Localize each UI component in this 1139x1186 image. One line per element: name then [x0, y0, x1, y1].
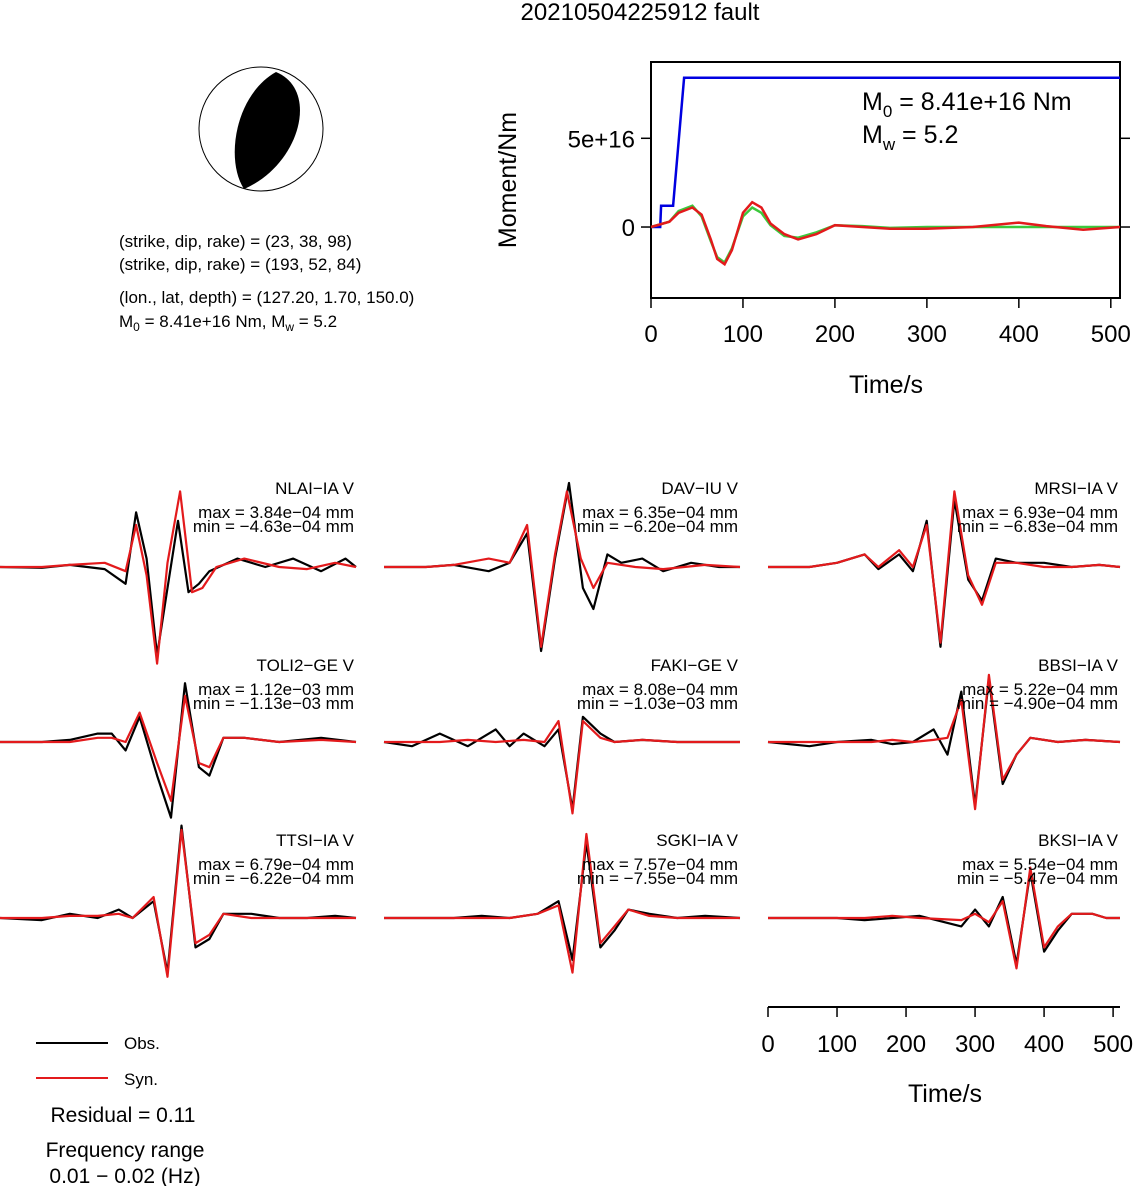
- moment-x-tick-label: 500: [1091, 321, 1131, 348]
- moment-x-tick-label: 200: [815, 321, 855, 348]
- waveform-x-tick-label: 500: [1093, 1031, 1133, 1058]
- moment-x-tick-label: 100: [723, 321, 763, 348]
- focal-info: (strike, dip, rake) = (23, 38, 98) (stri…: [119, 232, 414, 334]
- waveform-x-tick-label: 200: [886, 1031, 926, 1058]
- station-min: min = −7.55e−04 mm: [577, 869, 738, 888]
- station-max: max = 5.54e−04 mm: [962, 855, 1118, 874]
- station-max: max = 6.93e−04 mm: [962, 503, 1118, 522]
- focal-line-2: (strike, dip, rake) = (193, 52, 84): [119, 255, 361, 274]
- beachball-compressional-quadrant: [234, 72, 300, 189]
- waveform-x-axis-label: Time/s: [908, 1080, 982, 1108]
- legend-obs-label: Obs.: [124, 1034, 160, 1053]
- waveform-x-tick-label: 100: [817, 1031, 857, 1058]
- waveform-x-ticks: 0 100 200 300 400 500: [761, 1007, 1133, 1058]
- moment-x-tick-label: 0: [644, 321, 657, 348]
- station-min: min = −5.47e−04 mm: [957, 869, 1118, 888]
- moment-y-tick-label: 5e+16: [568, 126, 635, 153]
- moment-chart: 0 100 200 300 400 500 0 5e+16 Time/s Moment/Nm…: [494, 61, 1131, 399]
- station-min: min = −4.90e−04 mm: [957, 694, 1118, 713]
- waveform-x-tick-label: 400: [1024, 1031, 1064, 1058]
- station-max: max = 5.22e−04 mm: [962, 680, 1118, 699]
- focal-line-1: (strike, dip, rake) = (23, 38, 98): [119, 232, 352, 251]
- station-min: min = −6.22e−04 mm: [193, 869, 354, 888]
- moment-chart-frame: [650, 61, 1121, 299]
- station-min: min = −4.63e−04 mm: [193, 517, 354, 536]
- observed-waveform: [0, 511, 357, 657]
- station-label: TTSI−IA V: [276, 831, 355, 850]
- station-label: NLAI−IA V: [275, 479, 355, 498]
- synthetic-waveform: [0, 828, 356, 978]
- moment-annotation-m0: M0 = 8.41e+16 Nm: [862, 88, 1072, 121]
- synthetic-waveform: [768, 673, 1121, 811]
- frequency-title: Frequency range: [46, 1139, 205, 1162]
- station-label: BKSI−IA V: [1038, 831, 1119, 850]
- moment-y-axis-label: Moment/Nm: [494, 112, 522, 248]
- station-max: max = 3.84e−04 mm: [198, 503, 354, 522]
- moment-x-axis-label: Time/s: [849, 371, 923, 399]
- station-max: max = 6.35e−04 mm: [582, 503, 738, 522]
- station-max: max = 7.57e−04 mm: [582, 855, 738, 874]
- station-max: max = 6.79e−04 mm: [198, 855, 354, 874]
- station-label: DAV−IU V: [661, 479, 738, 498]
- legend: Obs. Syn. Residual = 0.11 Frequency rang…: [36, 1034, 204, 1186]
- station-label: BBSI−IA V: [1038, 656, 1119, 675]
- station-min: min = −6.20e−04 mm: [577, 517, 738, 536]
- station-min: min = −6.83e−04 mm: [957, 517, 1118, 536]
- moment-series-1: [651, 76, 1120, 229]
- waveform-time-axis: 0 100 200 300 400 500 Time/s: [761, 1006, 1133, 1108]
- moment-y-ticks: 0 5e+16: [568, 126, 1130, 242]
- focal-line-3: (lon., lat, depth) = (127.20, 1.70, 150.…: [119, 288, 414, 307]
- synthetic-waveform: [384, 490, 741, 648]
- moment-series-2: [650, 204, 1120, 265]
- synthetic-waveform: [384, 832, 740, 974]
- waveform-x-tick-label: 0: [761, 1031, 774, 1058]
- synthetic-waveform: [768, 490, 1121, 644]
- moment-series-group: [650, 76, 1121, 267]
- synthetic-waveform: [768, 866, 1120, 970]
- moment-series-3: [650, 200, 1121, 267]
- observed-waveform: [383, 715, 740, 811]
- synthetic-waveform: [384, 719, 740, 815]
- station-max: max = 1.12e−03 mm: [198, 680, 354, 699]
- moment-y-tick-label: 0: [622, 215, 635, 242]
- synthetic-waveform: [0, 694, 357, 802]
- station-label: TOLI2−GE V: [257, 656, 355, 675]
- station-min: min = −1.03e−03 mm: [577, 694, 738, 713]
- moment-annotation-mw: Mw = 5.2: [862, 121, 958, 154]
- moment-x-tick-label: 300: [907, 321, 947, 348]
- station-min: min = −1.13e−03 mm: [193, 694, 354, 713]
- focal-moment-line: M0 = 8.41e+16 Nm, Mw = 5.2: [119, 312, 337, 334]
- focal-mechanism-beachball: [198, 66, 324, 192]
- synthetic-waveform: [0, 490, 357, 665]
- station-max: max = 8.08e−04 mm: [582, 680, 738, 699]
- station-label: SGKI−IA V: [656, 831, 738, 850]
- residual-text: Residual = 0.11: [51, 1104, 196, 1127]
- frequency-range: 0.01 − 0.02 (Hz): [49, 1165, 200, 1186]
- station-label: MRSI−IA V: [1034, 479, 1118, 498]
- page-title: 20210504225912 fault: [521, 0, 760, 26]
- station-label: FAKI−GE V: [651, 656, 739, 675]
- moment-x-ticks: 0 100 200 300 400 500: [644, 298, 1131, 348]
- moment-x-tick-label: 400: [999, 321, 1039, 348]
- waveform-x-tick-label: 300: [955, 1031, 995, 1058]
- legend-syn-label: Syn.: [124, 1070, 158, 1089]
